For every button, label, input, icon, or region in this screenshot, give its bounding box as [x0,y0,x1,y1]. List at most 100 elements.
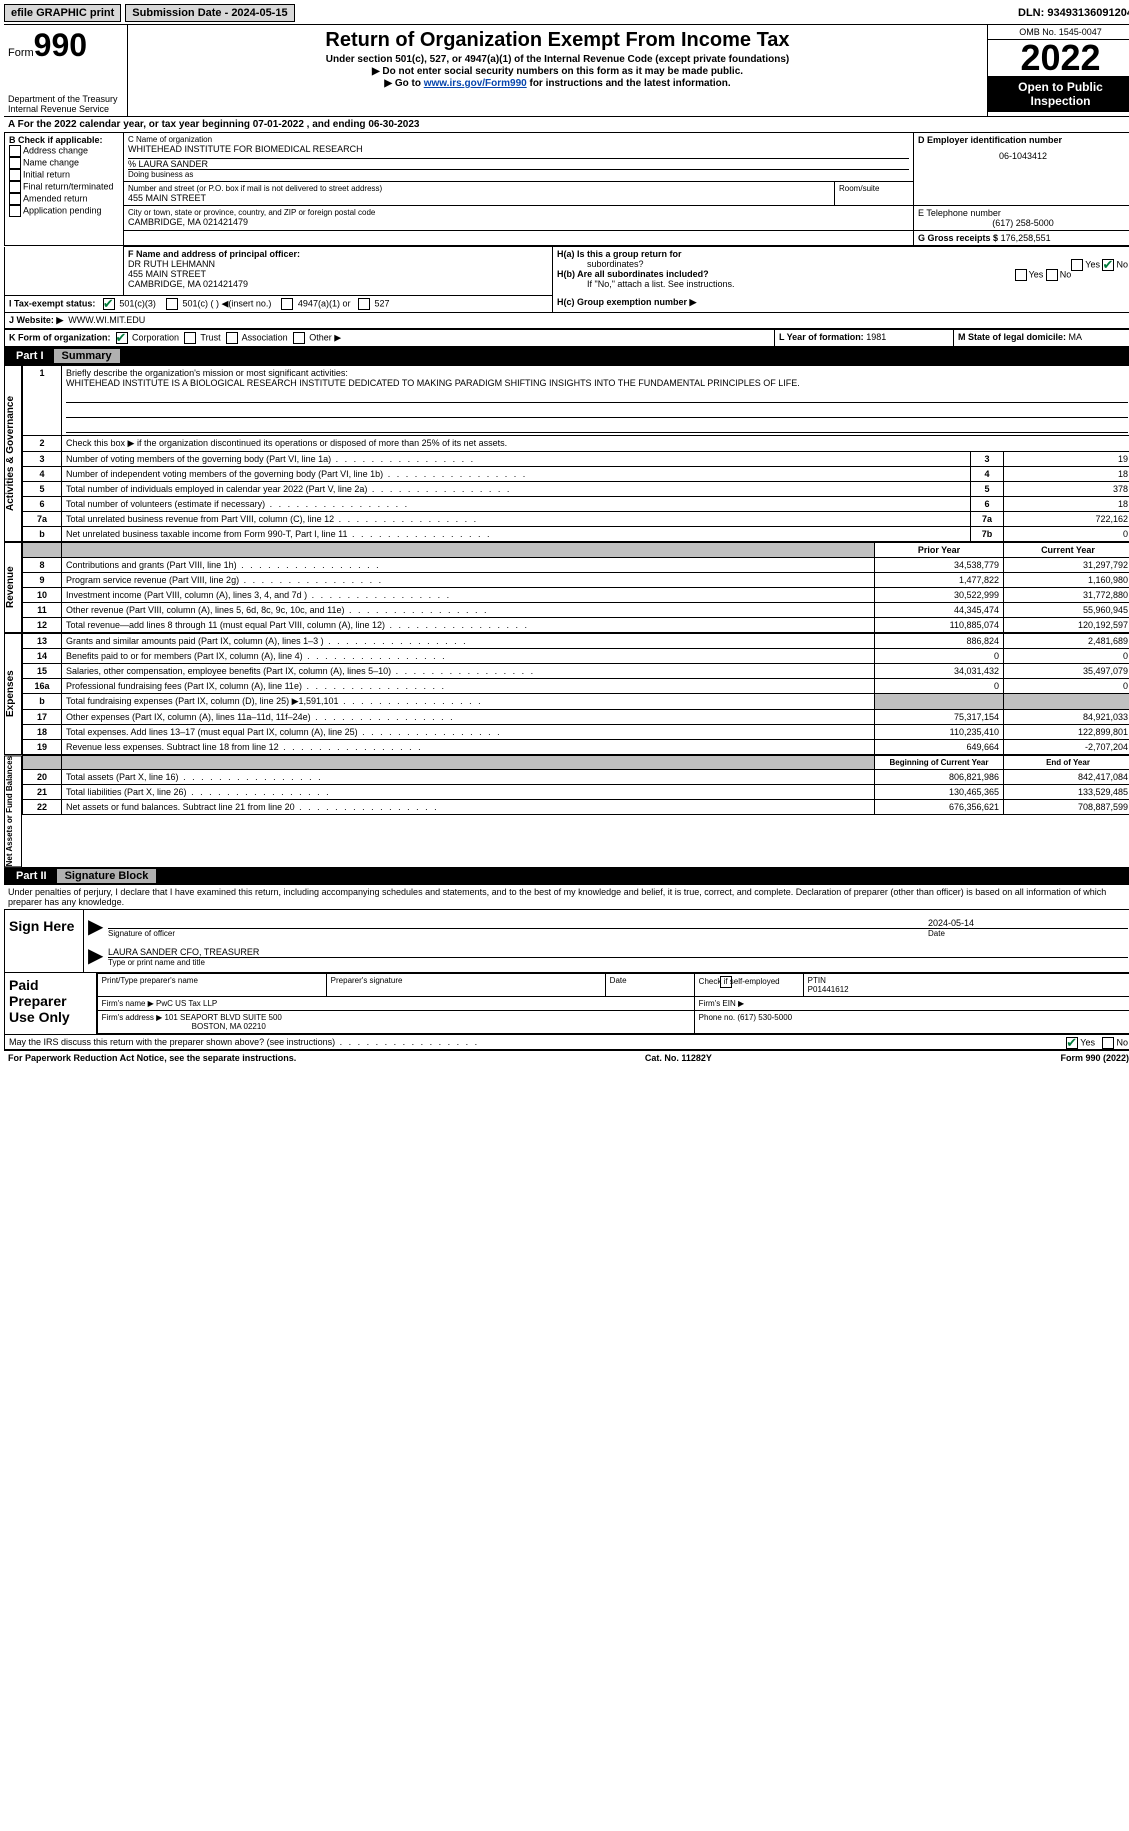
section-f-label: F Name and address of principal officer: [128,249,300,259]
phone-value: (617) 258-5000 [918,218,1128,228]
section-j-label: J Website: ▶ [9,315,63,325]
summary-row: 15 Salaries, other compensation, employe… [23,663,1129,678]
summary-row: 22 Net assets or fund balances. Subtract… [23,799,1129,814]
firm-phone: (617) 530-5000 [737,1013,792,1022]
section-k-label: K Form of organization: [9,332,111,342]
paid-preparer-label: Paid Preparer Use Only [5,973,97,1034]
discuss-no[interactable] [1102,1037,1114,1049]
checkbox-initial-return[interactable] [9,169,21,181]
sign-here-block: Sign Here ▶ 2024-05-14 Signature of offi… [4,909,1129,973]
room-label: Room/suite [839,184,909,193]
paid-preparer-block: Paid Preparer Use Only Print/Type prepar… [4,973,1129,1035]
section-g-label: G Gross receipts $ [918,233,998,243]
tax-status-4947[interactable] [281,298,293,310]
summary-row: 7a Total unrelated business revenue from… [23,511,1129,526]
officer-group-block: F Name and address of principal officer:… [4,246,1129,329]
discuss-yes[interactable] [1066,1037,1078,1049]
ha-no[interactable] [1102,259,1114,271]
ein-value: 06-1043412 [918,151,1128,161]
open-to-public: Open to PublicInspection [988,76,1129,112]
form-subtitle-2: ▶ Do not enter social security numbers o… [134,66,981,77]
summary-row: 17 Other expenses (Part IX, column (A), … [23,709,1129,724]
irs-link[interactable]: www.irs.gov/Form990 [424,78,527,89]
summary-row: 3 Number of voting members of the govern… [23,451,1129,466]
hb-yes[interactable] [1015,269,1027,281]
org-association[interactable] [226,332,238,344]
firm-addr2: BOSTON, MA 02210 [192,1022,266,1031]
summary-row: 6 Total number of volunteers (estimate i… [23,496,1129,511]
tax-status-501c3[interactable] [103,298,115,310]
section-hc-label: H(c) Group exemption number ▶ [557,297,696,307]
self-employed-check[interactable] [720,976,732,988]
org-trust[interactable] [184,332,196,344]
tax-year: 2022 [988,40,1129,76]
org-other[interactable] [293,332,305,344]
street-address: 455 MAIN STREET [128,193,830,203]
state-domicile: MA [1069,332,1083,342]
entity-block: B Check if applicable: Address change Na… [4,132,1129,246]
section-e-label: E Telephone number [918,208,1128,218]
sign-here-label: Sign Here [5,910,84,972]
tax-status-527[interactable] [358,298,370,310]
checkbox-final-return[interactable] [9,181,21,193]
summary-row: 16a Professional fundraising fees (Part … [23,678,1129,693]
summary-row: 12 Total revenue—add lines 8 through 11 … [23,617,1129,632]
firm-addr1: 101 SEAPORT BLVD SUITE 500 [164,1013,281,1022]
org-corporation[interactable] [116,332,128,344]
sig-date: 2024-05-14 [928,918,1128,928]
klm-block: K Form of organization: Corporation Trus… [4,329,1129,347]
form-title: Return of Organization Exempt From Incom… [134,29,981,52]
care-of: % LAURA SANDER [128,158,909,170]
tax-status-501c[interactable] [166,298,178,310]
summary-row: 20 Total assets (Part X, line 16) 806,82… [23,769,1129,784]
summary-row: b Total fundraising expenses (Part IX, c… [23,693,1129,709]
checkbox-address-change[interactable] [9,145,21,157]
officer-addr1: 455 MAIN STREET [128,269,206,279]
penalty-text: Under penalties of perjury, I declare th… [4,885,1129,909]
summary-row: 10 Investment income (Part VIII, column … [23,587,1129,602]
summary-row: 21 Total liabilities (Part X, line 26) 1… [23,784,1129,799]
line1-label: Briefly describe the organization's miss… [66,368,348,378]
summary-row: 14 Benefits paid to or for members (Part… [23,648,1129,663]
summary-row: 9 Program service revenue (Part VIII, li… [23,572,1129,587]
summary-row: 18 Total expenses. Add lines 13–17 (must… [23,724,1129,739]
city-value: CAMBRIDGE, MA 021421479 [128,217,909,227]
efile-button[interactable]: efile GRAPHIC print [4,4,121,22]
part2-header: Part II Signature Block [4,867,1129,885]
section-c-name-label: C Name of organization [128,135,909,144]
row-a-period: A For the 2022 calendar year, or tax yea… [4,116,1129,132]
summary-row: 19 Revenue less expenses. Subtract line … [23,739,1129,754]
dba-label: Doing business as [128,170,909,179]
hb-no[interactable] [1046,269,1058,281]
footer-mid: Cat. No. 11282Y [645,1053,712,1063]
top-bar: efile GRAPHIC print Submission Date - 20… [4,4,1129,22]
checkbox-amended[interactable] [9,193,21,205]
summary-row: 11 Other revenue (Part VIII, column (A),… [23,602,1129,617]
checkbox-pending[interactable] [9,205,21,217]
prior-year-header: Prior Year [875,542,1004,557]
dln-label: DLN: 93493136091204 [1018,7,1129,19]
section-i-label: I Tax-exempt status: [9,298,95,308]
ha-yes[interactable] [1071,259,1083,271]
submission-date: Submission Date - 2024-05-15 [125,4,294,22]
mission-text: WHITEHEAD INSTITUTE IS A BIOLOGICAL RESE… [66,378,800,388]
vert-revenue: Revenue [4,542,22,633]
firm-name: PwC US Tax LLP [156,999,217,1008]
discuss-row: May the IRS discuss this return with the… [4,1035,1129,1050]
section-d-label: D Employer identification number [918,135,1128,145]
gross-receipts: 176,258,551 [1001,233,1051,243]
summary-row: 4 Number of independent voting members o… [23,466,1129,481]
addr-label: Number and street (or P.O. box if mail i… [128,184,830,193]
line2-text: Check this box ▶ if the organization dis… [62,435,1129,451]
dept-label-1: Department of the Treasury [8,94,123,104]
current-year-header: Current Year [1004,542,1129,557]
year-formation: 1981 [866,332,886,342]
city-label: City or town, state or province, country… [128,208,909,217]
part1-header: Part I Summary [4,347,1129,365]
checkbox-name-change[interactable] [9,157,21,169]
footer-right: Form 990 (2022) [1060,1053,1129,1063]
officer-addr2: CAMBRIDGE, MA 021421479 [128,279,248,289]
vert-activities: Activities & Governance [4,365,22,542]
form-subtitle-3: ▶ Go to www.irs.gov/Form990 for instruct… [134,78,981,89]
ptin-value: P01441612 [808,985,849,994]
